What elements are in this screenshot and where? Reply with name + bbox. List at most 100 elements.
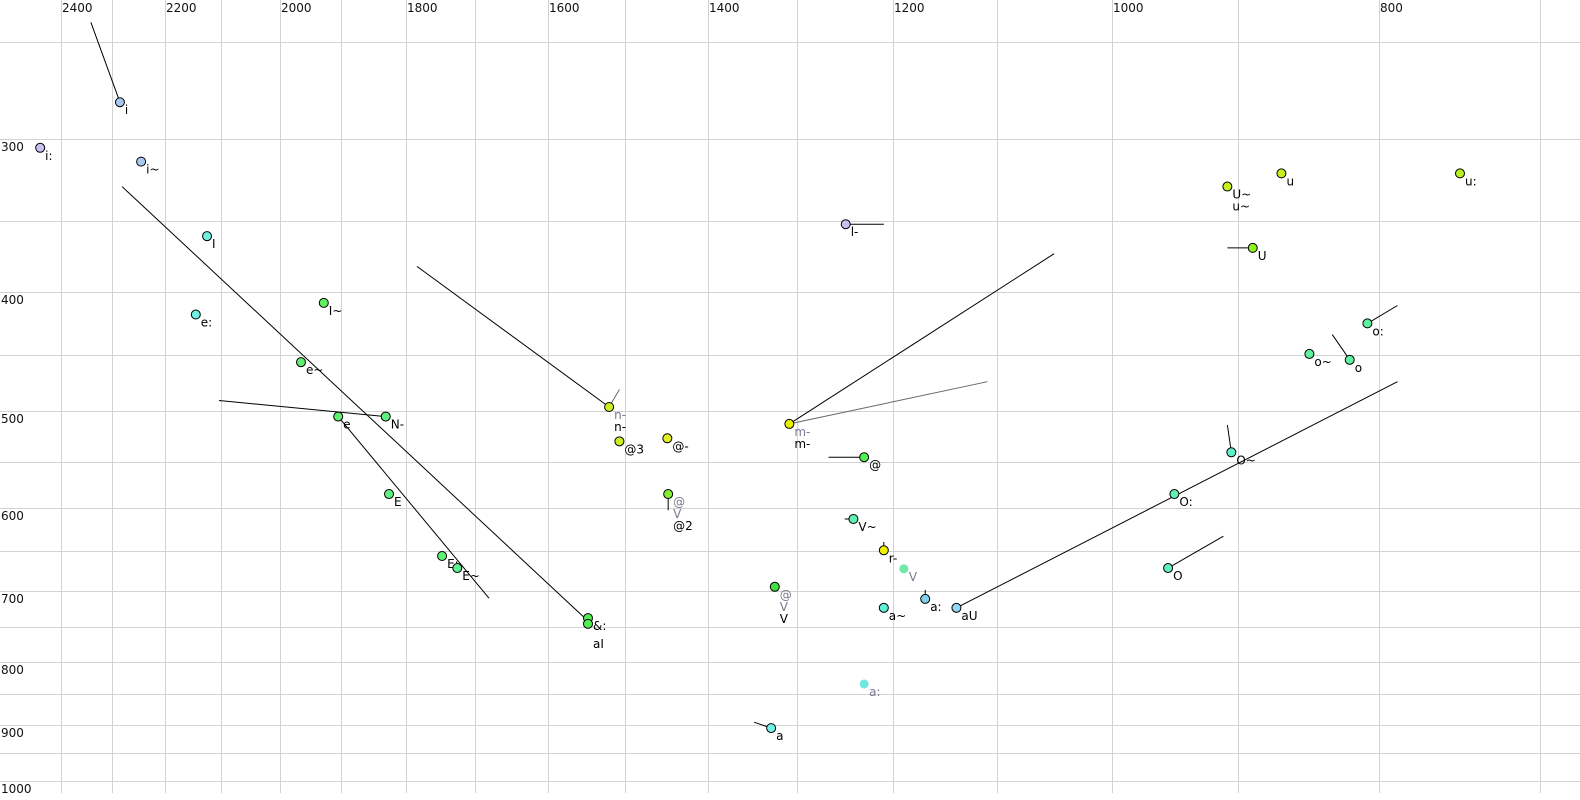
point-marker[interactable] [1226,447,1237,458]
data-point[interactable]: @VV [769,581,792,626]
point-marker[interactable] [1169,489,1180,500]
data-point[interactable]: E: [437,551,459,572]
x-tick-label: 1800 [407,1,438,15]
data-point[interactable]: O: [1169,489,1193,510]
data-point[interactable]: U [1247,242,1267,263]
x-tick-label: 2000 [281,1,312,15]
data-point[interactable]: m-m- [784,418,811,451]
data-point[interactable]: V [899,564,918,584]
point-marker[interactable] [1222,181,1233,192]
data-point[interactable]: aU [951,602,978,623]
point-marker[interactable] [878,602,889,613]
point-marker[interactable] [769,581,780,592]
point-label: &: [593,619,606,633]
data-point[interactable]: E~ [452,563,480,584]
y-tick-label: 300 [1,140,24,154]
point-marker[interactable] [663,489,674,500]
point-marker[interactable] [437,551,448,562]
point-marker[interactable] [333,411,344,422]
point-marker[interactable] [202,231,213,242]
point-marker[interactable] [766,723,777,734]
data-point[interactable]: o [1344,354,1362,375]
point-marker[interactable] [614,436,625,447]
data-point[interactable]: a: [859,679,881,699]
data-point[interactable]: l- [840,219,858,240]
data-point[interactable]: o: [1362,318,1384,339]
point-label: E [394,495,402,509]
point-marker[interactable] [384,489,395,500]
point-marker[interactable] [899,564,909,574]
data-point[interactable]: o~ [1304,348,1332,369]
data-point[interactable]: a: [920,593,942,614]
point-marker[interactable] [1362,318,1373,329]
data-point[interactable]: a~ [878,602,906,623]
point-label: a: [869,685,880,699]
point-label: i: [45,149,52,163]
point-marker[interactable] [784,418,795,429]
point-marker[interactable] [1454,168,1465,179]
x-tick-label: 2200 [166,1,197,15]
point-label: V~ [858,520,876,534]
point-marker[interactable] [604,401,615,412]
point-label: E~ [462,569,480,583]
data-point[interactable]: e~ [295,357,323,378]
point-label: o [1355,361,1362,375]
point-marker[interactable] [859,679,869,689]
point-marker[interactable] [452,563,463,574]
point-marker[interactable] [114,97,125,108]
data-point[interactable]: n-n- [604,401,626,434]
point-label: O: [1179,495,1192,509]
point-marker[interactable] [1344,354,1355,365]
data-point[interactable]: N- [380,411,404,432]
data-point[interactable]: V~ [848,514,877,535]
point-marker[interactable] [1247,242,1258,253]
point-label: m- [794,425,810,439]
data-point[interactable]: aI [582,618,604,651]
point-marker[interactable] [1276,168,1287,179]
point-marker[interactable] [1163,563,1174,574]
point-marker[interactable] [1304,348,1315,359]
y-tick-label: 700 [1,592,24,606]
point-marker[interactable] [859,452,870,463]
x-tick-label: 1200 [894,1,925,15]
data-point[interactable]: r- [878,545,897,566]
point-marker[interactable] [35,142,46,153]
data-point[interactable]: @- [662,433,689,454]
point-marker[interactable] [920,593,931,604]
point-marker[interactable] [840,219,851,230]
point-label: V [780,612,789,626]
point-label: n- [614,420,626,434]
data-point[interactable]: i: [35,142,53,163]
point-marker[interactable] [662,433,673,444]
point-label: u: [1465,174,1477,188]
point-label: U~ [1232,188,1251,202]
data-point[interactable]: u: [1454,168,1477,189]
point-marker[interactable] [136,156,147,167]
data-point[interactable]: u [1276,168,1294,189]
point-marker[interactable] [848,514,859,525]
data-point[interactable]: i~ [136,156,160,177]
data-point[interactable]: @ [859,452,882,473]
point-marker[interactable] [295,357,306,368]
point-marker[interactable] [951,602,962,613]
point-marker[interactable] [582,618,593,629]
data-point[interactable]: i [114,97,128,118]
data-point[interactable]: e [333,411,351,432]
data-point[interactable]: e: [190,309,212,330]
data-point[interactable]: U~u~ [1222,181,1251,214]
data-point[interactable]: @3 [614,436,644,457]
y-tick-label: 400 [1,293,24,307]
point-marker[interactable] [318,297,329,308]
data-point[interactable]: a [766,723,784,744]
data-point[interactable]: O [1163,563,1183,584]
data-point[interactable]: O~ [1226,447,1256,468]
data-point[interactable]: E [384,489,402,510]
point-marker[interactable] [190,309,201,320]
point-marker[interactable] [380,411,391,422]
point-label: a [776,729,783,743]
point-marker[interactable] [878,545,889,556]
data-point[interactable]: I [202,231,216,252]
data-point[interactable]: @V@2 [663,489,693,533]
y-tick-label: 600 [1,509,24,523]
data-point[interactable]: I~ [318,297,342,318]
